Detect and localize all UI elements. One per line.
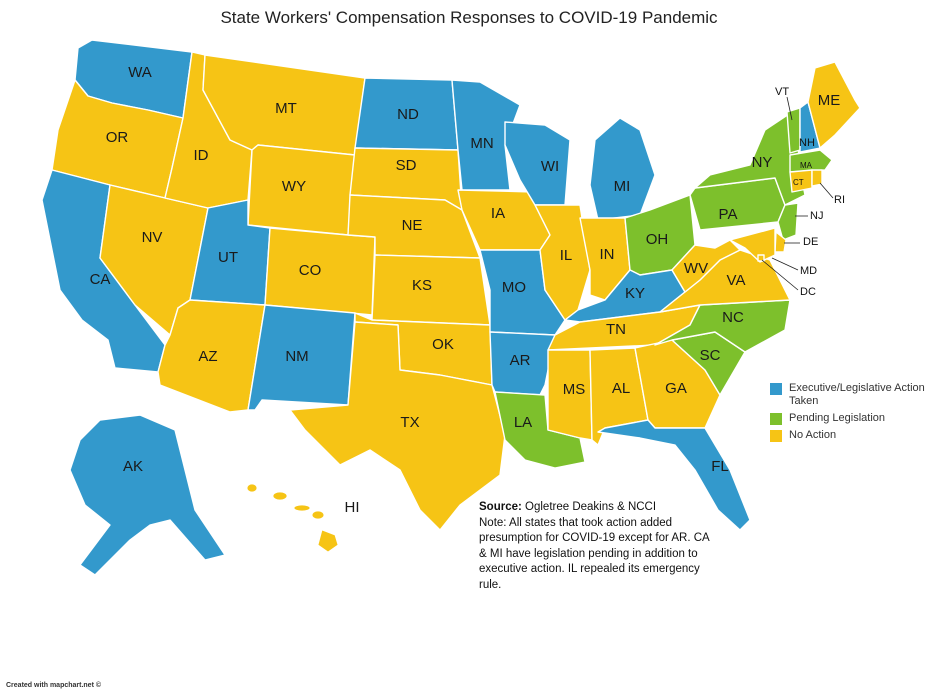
callout-dc: DC [800, 286, 816, 298]
hi-island-molokai [293, 504, 311, 512]
legend-swatch-executive [770, 383, 782, 395]
state-label-ks: KS [412, 277, 432, 294]
state-label-wi: WI [541, 158, 559, 175]
callout-nh: NH [799, 137, 815, 149]
state-tx[interactable] [289, 321, 506, 531]
state-md[interactable] [729, 227, 776, 263]
hi-island-kauai [246, 483, 258, 493]
callout-vt: VT [775, 86, 789, 98]
state-label-il: IL [560, 247, 573, 264]
state-label-oh: OH [646, 231, 669, 248]
state-label-ky: KY [625, 285, 645, 302]
hi-island-big-island [317, 529, 339, 553]
callout-ma: MA [800, 161, 813, 170]
state-hi[interactable] [246, 483, 339, 553]
state-label-mo: MO [502, 279, 526, 296]
state-label-tx: TX [400, 414, 419, 431]
legend-item-pending[interactable]: Pending Legislation [770, 412, 938, 425]
legend: Executive/Legislative Action Taken Pendi… [770, 382, 938, 446]
callout-ct: CT [793, 178, 804, 187]
callout-md: MD [800, 265, 817, 277]
state-fl[interactable] [597, 419, 751, 531]
state-label-tn: TN [606, 321, 626, 338]
state-label-ms: MS [563, 381, 586, 398]
state-la[interactable] [494, 391, 586, 469]
state-label-az: AZ [198, 348, 217, 365]
hi-island-oahu [272, 491, 288, 501]
state-ms[interactable] [547, 349, 593, 441]
state-ct[interactable] [789, 169, 813, 193]
source-note-text: Note: All states that took action added … [479, 516, 710, 591]
state-label-ny: NY [752, 154, 773, 171]
state-label-ok: OK [432, 336, 454, 353]
state-label-ak: AK [123, 458, 143, 475]
source-note: Source: Ogletree Deakins & NCCI Note: Al… [479, 500, 719, 593]
leader-ri [819, 182, 834, 199]
state-label-va: VA [727, 272, 746, 289]
state-ri[interactable] [811, 169, 823, 187]
state-label-or: OR [106, 129, 129, 146]
state-label-nv: NV [142, 229, 163, 246]
state-label-wa: WA [128, 64, 152, 81]
state-dc[interactable] [757, 254, 765, 262]
callouts: VT NH MA CT RI NJ DE MD DC [761, 86, 845, 298]
state-label-wv: WV [684, 260, 708, 277]
state-mn[interactable] [451, 79, 521, 191]
state-label-mi: MI [614, 178, 631, 195]
state-label-nm: NM [285, 348, 308, 365]
mapchart-credit: Created with mapchart.net © [6, 682, 102, 689]
legend-label-no-action: No Action [789, 429, 837, 441]
legend-label-pending: Pending Legislation [789, 412, 886, 424]
state-label-al: AL [612, 380, 630, 397]
state-label-mn: MN [470, 135, 493, 152]
state-label-mt: MT [275, 100, 297, 117]
state-label-ia: IA [491, 205, 505, 222]
state-nc[interactable] [654, 299, 791, 353]
state-me[interactable] [807, 61, 861, 149]
callout-de: DE [803, 236, 818, 248]
state-label-pa: PA [719, 206, 738, 223]
source-label: Source: [479, 501, 522, 513]
state-labels: WA OR CA NV ID MT WY UT AZ CO NM ND SD NE KS OK TX MN IA MO… [90, 64, 841, 516]
leader-dc [761, 259, 799, 291]
state-wv[interactable] [671, 239, 741, 293]
state-ak[interactable] [69, 414, 226, 576]
state-label-ca: CA [90, 271, 111, 288]
state-label-id: ID [194, 147, 209, 164]
state-label-nd: ND [397, 106, 419, 123]
state-nj[interactable] [777, 202, 799, 241]
legend-swatch-pending [770, 413, 782, 425]
state-label-hi: HI [345, 499, 360, 516]
state-label-me: ME [818, 92, 841, 109]
map-title: State Workers' Compensation Responses to… [220, 8, 718, 27]
legend-label-executive: Executive/Legislative Action Taken [789, 382, 925, 407]
state-label-in: IN [600, 246, 615, 263]
callout-nj: NJ [810, 210, 823, 222]
state-label-ga: GA [665, 380, 687, 397]
leader-md [771, 257, 799, 271]
legend-item-executive[interactable]: Executive/Legislative Action Taken [770, 382, 938, 408]
legend-swatch-no-action [770, 430, 782, 442]
state-label-nc: NC [722, 309, 744, 326]
source-text: Ogletree Deakins & NCCI [525, 501, 657, 513]
state-mi[interactable] [589, 117, 656, 221]
state-label-sc: SC [700, 347, 721, 364]
state-label-co: CO [299, 262, 322, 279]
legend-item-no-action[interactable]: No Action [770, 429, 938, 442]
state-label-la: LA [514, 414, 532, 431]
state-label-ar: AR [510, 352, 531, 369]
callout-ri: RI [834, 194, 845, 206]
state-label-wy: WY [282, 178, 306, 195]
state-ma[interactable] [789, 149, 833, 173]
state-label-sd: SD [396, 157, 417, 174]
hi-island-maui [311, 510, 325, 520]
state-label-fl: FL [711, 458, 729, 475]
state-label-ut: UT [218, 249, 238, 266]
state-label-ne: NE [402, 217, 423, 234]
leader-vt [786, 96, 793, 121]
